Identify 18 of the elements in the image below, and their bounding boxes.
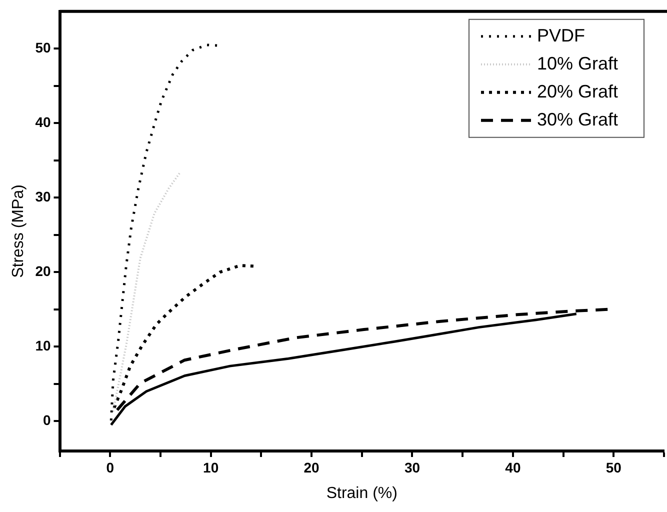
- x-tick-label: 30: [404, 459, 420, 476]
- x-tick-label: 40: [505, 459, 521, 476]
- x-tick-label: 0: [106, 459, 114, 476]
- legend-label: PVDF: [537, 25, 586, 46]
- x-tick-label: 50: [606, 459, 622, 476]
- legend-label: 30% Graft: [537, 109, 618, 130]
- y-tick-label: 10: [35, 338, 51, 354]
- x-axis-title: Strain (%): [326, 484, 398, 502]
- legend-label: 20% Graft: [537, 81, 618, 102]
- x-tick-label: 20: [304, 459, 320, 476]
- y-axis-title: Stress (MPa): [10, 184, 28, 278]
- legend-label: 10% Graft: [537, 53, 618, 74]
- x-tick-label: 10: [203, 459, 219, 476]
- y-tick-label: 0: [42, 412, 51, 428]
- y-tick-label: 30: [35, 188, 51, 205]
- y-tick-label: 40: [35, 114, 51, 130]
- y-tick-label: 50: [35, 40, 51, 56]
- y-tick-label: 20: [35, 263, 51, 280]
